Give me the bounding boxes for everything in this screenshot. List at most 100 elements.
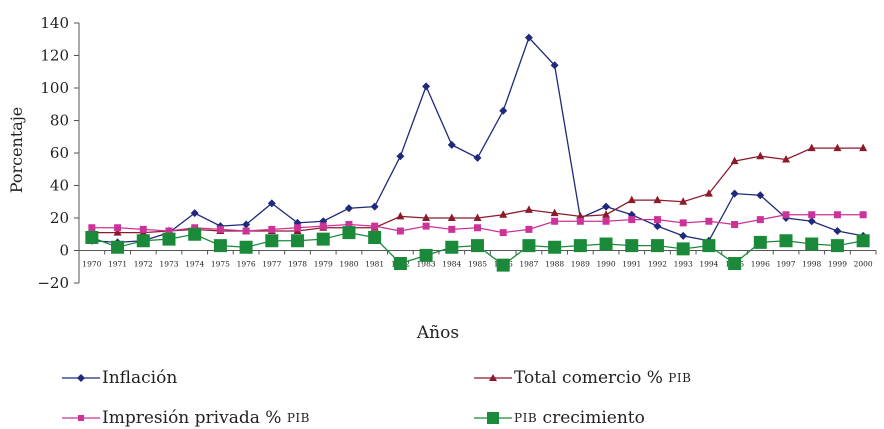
y-tick-label: 40 — [50, 177, 69, 195]
data-point — [242, 227, 250, 235]
data-point — [165, 227, 173, 235]
data-point — [756, 151, 765, 160]
data-point — [753, 235, 767, 249]
data-point — [342, 226, 356, 240]
data-point — [422, 222, 430, 230]
x-tick-label: 1988 — [545, 260, 564, 269]
data-point — [188, 227, 202, 241]
data-point — [625, 239, 639, 253]
legend-marker-impresion — [62, 415, 100, 421]
data-point — [422, 213, 431, 221]
data-point — [833, 227, 842, 235]
x-tick-label: 1972 — [134, 260, 153, 269]
data-point — [190, 209, 199, 218]
data-point — [448, 225, 456, 233]
data-point — [368, 231, 382, 244]
data-point — [551, 217, 559, 225]
data-point — [499, 106, 508, 115]
legend-label: Total comercio % — [514, 368, 669, 388]
data-point — [499, 229, 507, 237]
data-point — [522, 239, 536, 253]
data-point — [679, 197, 688, 205]
data-point — [422, 82, 431, 91]
data-point — [653, 195, 662, 204]
x-tick-label: 1993 — [674, 260, 693, 269]
data-point — [294, 224, 302, 232]
data-point — [393, 257, 407, 270]
data-point — [576, 217, 584, 225]
legend-marker-total-comercio — [474, 374, 512, 381]
legend-label: Inflación — [102, 368, 178, 388]
data-point — [627, 195, 636, 204]
data-point — [344, 204, 353, 213]
legend-inflacion: Inflación — [62, 368, 177, 388]
data-point — [628, 216, 636, 224]
x-tick-label: 1991 — [622, 260, 641, 269]
x-tick-label: 1975 — [211, 260, 230, 269]
data-point — [704, 189, 713, 197]
y-axis-label: Porcentaje — [7, 107, 26, 194]
data-point — [548, 240, 562, 254]
data-point — [396, 227, 404, 235]
data-point — [496, 258, 510, 272]
data-point — [291, 234, 305, 248]
data-point — [471, 239, 484, 253]
data-point — [242, 220, 251, 229]
data-point — [139, 225, 147, 233]
data-point — [316, 232, 330, 246]
data-point — [396, 152, 405, 161]
data-point — [807, 143, 816, 152]
data-point — [730, 156, 739, 165]
data-point — [830, 239, 844, 253]
data-point — [550, 61, 559, 70]
x-tick-label: 1994 — [699, 260, 718, 269]
legend-pib-crecimiento: PIB crecimiento — [474, 408, 645, 428]
data-point — [859, 211, 867, 219]
data-point — [345, 221, 353, 228]
data-point — [833, 211, 841, 219]
y-tick-label: 0 — [59, 242, 69, 260]
data-point — [653, 216, 661, 224]
legend-marker-inflacion — [62, 374, 100, 382]
data-point — [473, 153, 482, 162]
data-point — [730, 189, 739, 198]
legend-label: crecimiento — [537, 408, 645, 428]
legend-impresion-privada: Impresión privada % PIB — [62, 408, 310, 428]
data-point — [807, 217, 816, 226]
x-tick-label: 1978 — [288, 260, 307, 269]
data-point — [447, 140, 456, 149]
y-tick-label: 140 — [40, 14, 69, 32]
data-point — [268, 225, 276, 233]
data-point — [213, 239, 227, 253]
data-point — [319, 222, 327, 230]
x-tick-label: 1985 — [468, 260, 487, 269]
x-tick-label: 1971 — [108, 260, 127, 269]
data-point — [419, 248, 433, 262]
x-tick-label: 1981 — [365, 260, 384, 269]
x-axis-label: Años — [416, 323, 459, 343]
data-point — [447, 213, 456, 221]
data-point — [445, 240, 459, 254]
x-tick-label: 1977 — [262, 260, 281, 269]
data-point — [731, 221, 739, 228]
x-tick-label: 1979 — [314, 260, 333, 269]
x-tick-label: 1992 — [648, 260, 667, 269]
data-point — [216, 225, 224, 233]
data-point — [88, 224, 96, 232]
series-line — [91, 36, 864, 244]
x-tick-label: 1980 — [339, 260, 358, 269]
data-point — [602, 217, 610, 225]
data-point — [859, 143, 868, 152]
data-point — [499, 210, 508, 218]
data-point — [782, 211, 790, 219]
data-point — [756, 191, 765, 200]
data-point — [525, 225, 533, 233]
legend-label-suffix: PIB — [286, 411, 310, 425]
x-tick-label: 1973 — [159, 260, 178, 269]
x-tick-label: 1974 — [185, 260, 204, 269]
data-point — [113, 228, 122, 236]
x-tick-label: 1997 — [776, 260, 795, 269]
data-point — [370, 202, 379, 211]
x-tick-label: 1998 — [802, 260, 821, 269]
